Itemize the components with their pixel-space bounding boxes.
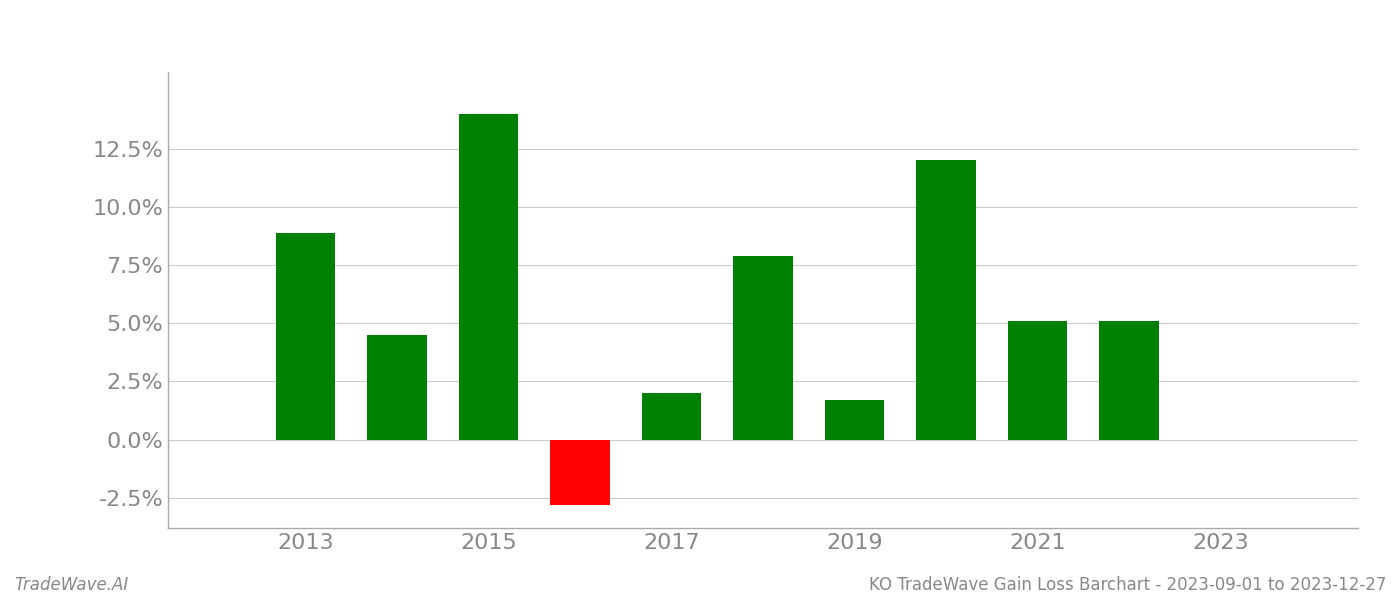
- Bar: [276, 233, 335, 440]
- Text: KO TradeWave Gain Loss Barchart - 2023-09-01 to 2023-12-27: KO TradeWave Gain Loss Barchart - 2023-0…: [868, 576, 1386, 594]
- Bar: [459, 114, 518, 440]
- Bar: [550, 440, 609, 505]
- Bar: [1099, 321, 1159, 440]
- Bar: [367, 335, 427, 440]
- Bar: [1008, 321, 1067, 440]
- Text: TradeWave.AI: TradeWave.AI: [14, 576, 129, 594]
- Bar: [917, 160, 976, 440]
- Bar: [641, 393, 701, 440]
- Bar: [825, 400, 885, 440]
- Bar: [734, 256, 792, 440]
